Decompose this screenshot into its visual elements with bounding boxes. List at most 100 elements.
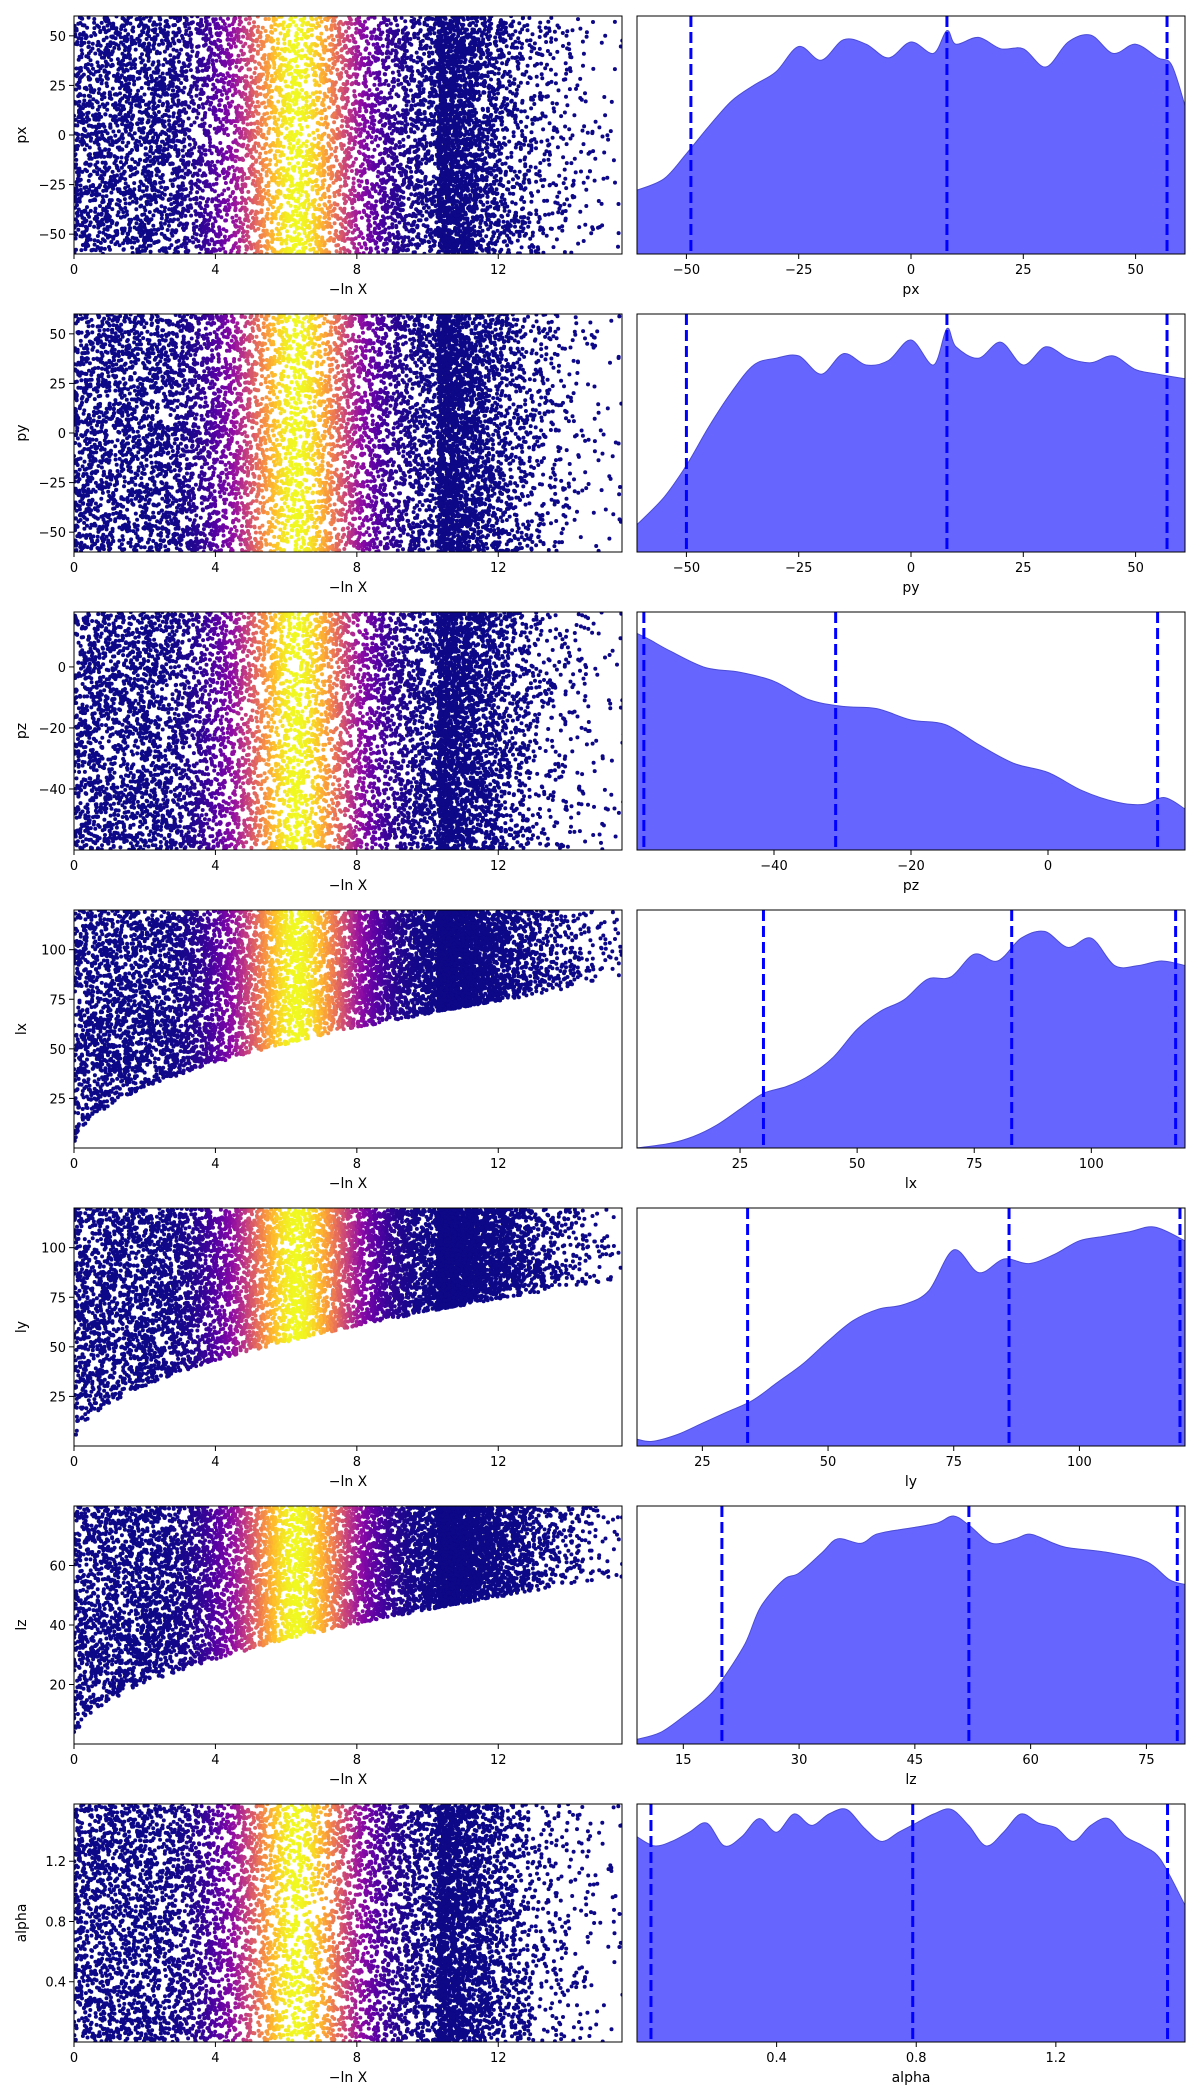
trace-px-point bbox=[238, 131, 242, 135]
trace-px-point bbox=[280, 107, 284, 111]
trace-px-point bbox=[215, 177, 219, 181]
trace-px-point bbox=[168, 53, 172, 57]
trace-px-point bbox=[282, 100, 286, 104]
trace-px-point bbox=[100, 64, 104, 68]
trace-px-point bbox=[125, 236, 129, 240]
trace-px-point bbox=[234, 65, 238, 69]
trace-px-point bbox=[161, 32, 165, 36]
trace-px-point bbox=[95, 160, 99, 164]
trace-px-point bbox=[179, 48, 183, 52]
trace-px-point bbox=[267, 181, 271, 185]
trace-px-point bbox=[422, 87, 426, 91]
trace-px-point bbox=[305, 95, 309, 99]
trace-px-point bbox=[280, 226, 284, 230]
trace-px-point bbox=[203, 208, 207, 212]
trace-px-point bbox=[128, 196, 132, 200]
trace-px-point bbox=[158, 151, 162, 155]
trace-px-point bbox=[372, 83, 376, 87]
trace-px-point bbox=[126, 69, 130, 73]
trace-px-point bbox=[186, 209, 190, 213]
trace-px-point bbox=[202, 44, 206, 48]
trace-px-point bbox=[159, 185, 163, 189]
trace-px-point bbox=[294, 209, 298, 213]
trace-px-point bbox=[344, 226, 348, 230]
trace-px-point bbox=[208, 144, 212, 148]
trace-px-point bbox=[347, 212, 351, 216]
trace-px-point bbox=[157, 110, 161, 114]
trace-px-point bbox=[290, 85, 294, 89]
trace-px-point bbox=[329, 165, 333, 169]
trace-px-point bbox=[311, 236, 315, 240]
trace-px-point bbox=[244, 109, 248, 113]
trace-px-point bbox=[363, 20, 367, 24]
trace-px-point bbox=[74, 144, 78, 148]
trace-px-point bbox=[265, 75, 269, 79]
trace-px-point bbox=[333, 221, 337, 225]
trace-px-point bbox=[395, 23, 399, 27]
trace-px-point bbox=[300, 127, 304, 131]
trace-px-point bbox=[410, 122, 414, 126]
trace-px-point bbox=[231, 165, 235, 169]
trace-px-point bbox=[254, 194, 258, 198]
trace-px-point bbox=[433, 23, 437, 27]
trace-px-point bbox=[214, 205, 218, 209]
trace-px-point bbox=[396, 164, 400, 168]
trace-px-point bbox=[173, 147, 177, 151]
trace-px-point bbox=[148, 230, 152, 234]
trace-px-point bbox=[334, 229, 338, 233]
trace-px-point bbox=[317, 134, 321, 138]
trace-px-point bbox=[319, 32, 323, 36]
trace-px-point bbox=[124, 192, 128, 196]
trace-px-point bbox=[296, 161, 300, 165]
trace-px-point bbox=[158, 175, 162, 179]
trace-px-point bbox=[144, 108, 148, 112]
trace-px-point bbox=[151, 151, 155, 155]
trace-px-point bbox=[189, 87, 193, 91]
trace-px-point bbox=[231, 59, 235, 63]
trace-px-point bbox=[338, 207, 342, 211]
trace-px-point bbox=[154, 23, 158, 27]
trace-px-point bbox=[243, 42, 247, 46]
trace-px-point bbox=[93, 52, 97, 56]
trace-px-point bbox=[279, 215, 283, 219]
trace-px-point bbox=[389, 22, 393, 26]
trace-px-point bbox=[393, 104, 397, 108]
trace-px-point bbox=[107, 181, 111, 185]
trace-px-point bbox=[285, 120, 289, 124]
trace-px-point bbox=[124, 201, 128, 205]
trace-px-point bbox=[414, 170, 418, 174]
trace-px-point bbox=[398, 171, 402, 175]
trace-px-point bbox=[415, 60, 419, 64]
trace-px-point bbox=[105, 194, 109, 198]
trace-px-point bbox=[272, 61, 276, 65]
trace-px-point bbox=[329, 204, 333, 208]
trace-px-point bbox=[249, 37, 253, 41]
trace-px-point bbox=[305, 125, 309, 129]
trace-px-point bbox=[320, 117, 324, 121]
trace-px-point bbox=[273, 28, 277, 32]
trace-px-point bbox=[183, 214, 187, 218]
trace-px-point bbox=[198, 201, 202, 205]
trace-px-point bbox=[287, 162, 291, 166]
trace-px-point bbox=[85, 115, 89, 119]
trace-px-point bbox=[168, 218, 172, 222]
trace-px-point bbox=[217, 103, 221, 107]
trace-px-point bbox=[159, 221, 163, 225]
trace-px-point bbox=[171, 88, 175, 92]
trace-px-point bbox=[351, 231, 355, 235]
trace-px-point bbox=[352, 246, 356, 250]
trace-px-point bbox=[222, 131, 226, 135]
trace-px-point bbox=[101, 198, 105, 202]
trace-px-point bbox=[362, 63, 366, 67]
trace-px-point bbox=[266, 34, 270, 38]
trace-px-point bbox=[138, 188, 142, 192]
trace-px-point bbox=[305, 172, 309, 176]
trace-px-point bbox=[335, 51, 339, 55]
trace-px-point bbox=[175, 85, 179, 89]
trace-px-point bbox=[411, 99, 415, 103]
trace-px-point bbox=[231, 190, 235, 194]
trace-px-point bbox=[304, 54, 308, 58]
trace-px-point bbox=[347, 146, 351, 150]
trace-px-point bbox=[132, 181, 136, 185]
trace-px-point bbox=[143, 208, 147, 212]
